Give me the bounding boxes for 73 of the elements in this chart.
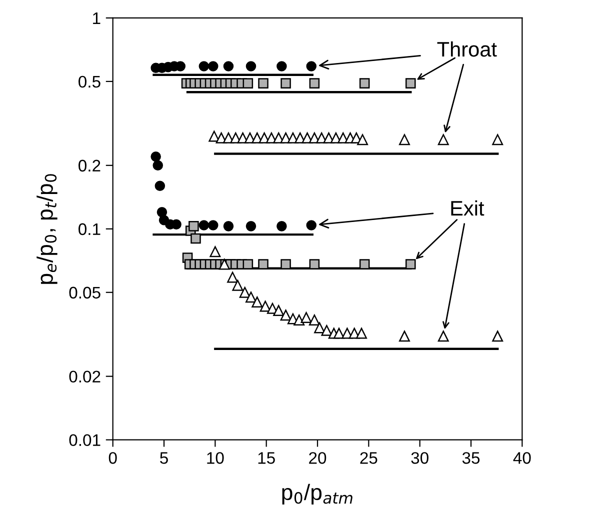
point <box>405 78 416 88</box>
point <box>357 134 368 146</box>
point <box>359 78 370 88</box>
point <box>308 314 320 326</box>
point <box>258 259 268 270</box>
point <box>198 61 210 72</box>
point <box>405 259 416 270</box>
x-tick-label: 5 <box>160 452 168 464</box>
x-axis-title: p$_{0}$/p$_{atm}$ <box>282 484 352 505</box>
point <box>309 78 320 88</box>
point <box>242 259 254 270</box>
point <box>438 330 449 342</box>
point <box>150 152 161 162</box>
point <box>306 61 317 72</box>
point <box>280 78 291 88</box>
point <box>246 221 256 232</box>
point <box>276 221 287 232</box>
point <box>242 78 254 88</box>
point <box>208 61 218 72</box>
point <box>273 305 284 316</box>
point <box>188 221 199 232</box>
y-tick-label: 0.01 <box>69 434 100 446</box>
y-tick-label: 0.5 <box>78 76 100 88</box>
y-axis-title: p$_{e}$/p$_{0}$, p$_{t}$/p$_{0}$ <box>36 174 58 284</box>
point <box>258 78 268 88</box>
point <box>276 61 287 72</box>
point <box>252 296 263 308</box>
point <box>492 134 504 146</box>
point <box>306 220 317 230</box>
x-tick-label: 25 <box>360 452 378 464</box>
point <box>154 180 166 191</box>
point <box>356 328 367 339</box>
point <box>198 220 210 230</box>
point <box>190 233 201 244</box>
point <box>398 330 410 342</box>
point <box>152 160 164 171</box>
point <box>246 61 256 72</box>
y-tick-label: 0.02 <box>69 370 100 383</box>
point <box>232 280 244 291</box>
point <box>156 207 168 218</box>
y-tick-label: 1 <box>93 12 100 24</box>
point <box>227 272 238 283</box>
point <box>398 134 410 146</box>
y-tick-label: 0.2 <box>78 160 100 172</box>
point <box>438 134 449 146</box>
x-tick-label: 35 <box>462 452 480 464</box>
point <box>492 330 504 342</box>
x-tick-label: 0 <box>108 452 117 464</box>
point <box>321 324 332 336</box>
annotation: Exit <box>451 200 484 216</box>
point <box>223 61 234 72</box>
point <box>280 310 292 321</box>
point <box>239 286 250 298</box>
x-tick-label: 20 <box>309 452 326 464</box>
x-tick-label: 15 <box>258 452 275 464</box>
y-tick-label: 0.1 <box>78 223 100 236</box>
y-tick-label: 0.05 <box>69 286 100 299</box>
point <box>260 300 271 312</box>
x-tick-label: 30 <box>411 452 428 464</box>
x-tick-label: 10 <box>207 452 224 464</box>
point <box>294 314 305 326</box>
point <box>223 221 234 232</box>
point <box>210 246 221 258</box>
point <box>309 259 320 270</box>
annotation: Throat <box>437 41 497 57</box>
x-tick-label: 40 <box>513 452 531 464</box>
point <box>334 328 344 339</box>
point <box>208 220 218 230</box>
point <box>314 322 326 334</box>
point <box>280 259 291 270</box>
point <box>359 259 370 270</box>
point <box>246 292 256 303</box>
point <box>300 312 312 324</box>
